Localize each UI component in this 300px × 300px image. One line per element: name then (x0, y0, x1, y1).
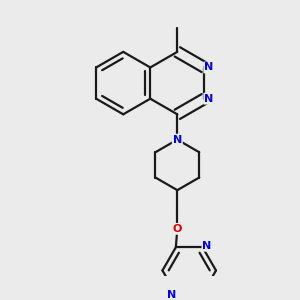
Text: O: O (172, 224, 182, 234)
Text: N: N (204, 94, 214, 104)
Text: N: N (173, 135, 182, 145)
Text: N: N (202, 241, 212, 251)
Text: N: N (204, 62, 214, 73)
Text: N: N (167, 290, 176, 300)
